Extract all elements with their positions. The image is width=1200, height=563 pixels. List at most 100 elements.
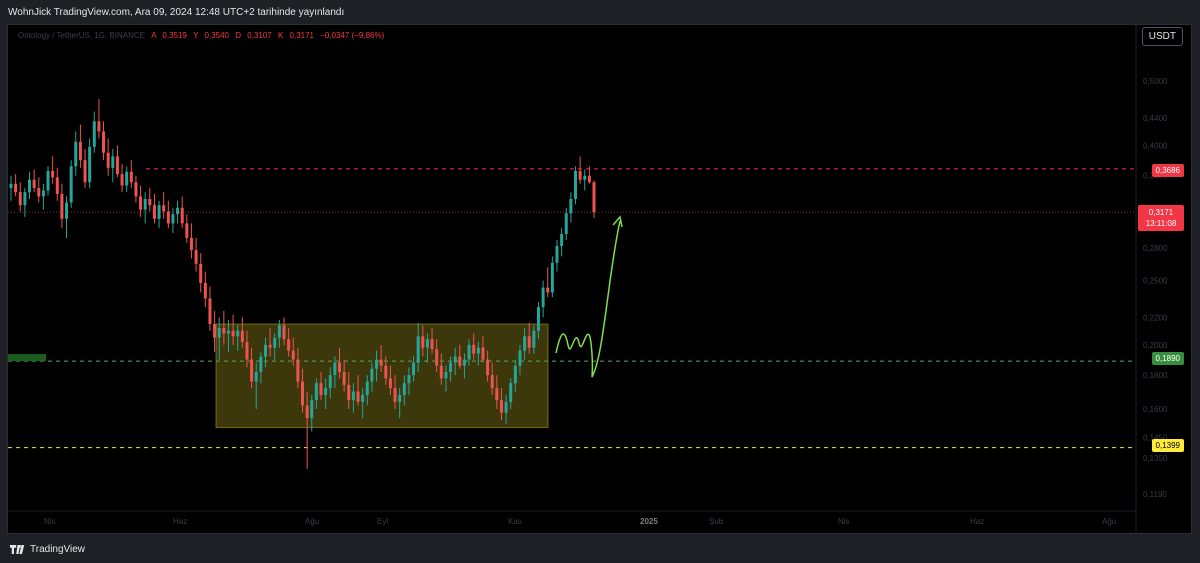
candle-body [592, 182, 596, 213]
candle-body [28, 179, 32, 193]
high-label: Y [193, 31, 199, 40]
candle-body [328, 375, 332, 389]
candle-body [518, 350, 522, 366]
candle-body [435, 349, 439, 366]
y-tick-label: 0,4000 [1143, 141, 1168, 150]
candle-body [361, 394, 365, 402]
y-tick-label: 0,1450 [1143, 433, 1168, 442]
candle-body [324, 388, 328, 395]
y-tick-label: 0,2800 [1143, 244, 1168, 253]
candle-body [564, 213, 568, 234]
candle-body [143, 199, 147, 210]
open-label: A [151, 31, 157, 40]
candle-body [51, 170, 55, 178]
close-label: K [277, 31, 284, 40]
candle-body [213, 324, 217, 338]
x-tick-label: Ağu [305, 517, 319, 526]
open-value: 0,3519 [162, 31, 187, 40]
candle-body [189, 237, 193, 251]
candle-body [476, 347, 480, 354]
candle-body [504, 401, 508, 413]
candle-body [148, 199, 152, 206]
tradingview-logo[interactable]: TradingView [10, 544, 85, 555]
candle-body [83, 160, 87, 183]
candle-body [523, 336, 527, 351]
countdown: 13:11:08 [1145, 219, 1177, 228]
y-tick-label: 0,2500 [1143, 277, 1168, 286]
high-value: 0,3540 [204, 31, 229, 40]
candle-body [356, 391, 360, 402]
change-value: −0,0347 (−9,86%) [320, 31, 385, 40]
candle-body [319, 383, 323, 395]
candle-body [560, 233, 564, 246]
candle-body [78, 141, 82, 161]
candle-body [425, 339, 429, 348]
candle-body [555, 245, 559, 263]
candle-body [69, 166, 73, 203]
candle-body [365, 381, 369, 395]
y-tick-label: 0,1190 [1143, 490, 1167, 499]
candle-body [194, 250, 198, 264]
publish-info: WohnJick TradingView.com, Ara 09, 2024 1… [8, 7, 345, 18]
candle-body [495, 388, 499, 401]
candle-body [236, 330, 240, 337]
candle-body [217, 328, 221, 338]
candle-body [573, 170, 577, 200]
symbol-name: Ontology / TetherUS, 1G, BINANCE [18, 31, 146, 40]
candle-body [60, 193, 64, 219]
candlestick-chart[interactable]: 0,50000,44000,40000,36000,32000,28000,25… [8, 25, 1191, 533]
candle-body [458, 356, 462, 366]
low-level-price-tag: 0,1399 [1151, 439, 1184, 452]
candle-body [550, 262, 554, 293]
candle-body [375, 359, 379, 369]
candle-body [532, 330, 536, 348]
candle-body [291, 350, 295, 360]
candle-body [41, 190, 45, 197]
support-price-tag: 0,1890 [1151, 352, 1184, 365]
candle-body [208, 298, 212, 325]
candle-body [305, 405, 309, 419]
chart-pane[interactable]: 0,50000,44000,40000,36000,32000,28000,25… [7, 24, 1192, 534]
candle-body [134, 182, 138, 197]
brand-label: TradingView [30, 544, 86, 555]
candle-body [301, 381, 304, 406]
candle-body [569, 199, 573, 214]
projection-arrow [555, 220, 621, 378]
y-tick-label: 0,4400 [1143, 114, 1168, 123]
header-bar: WohnJick TradingView.com, Ara 09, 2024 1… [0, 0, 1200, 24]
y-tick-label: 0,2000 [1143, 341, 1168, 350]
candle-body [407, 375, 411, 384]
candle-body [92, 121, 96, 147]
candle-body [245, 341, 249, 360]
candle-body [462, 359, 466, 366]
x-tick-label: Nis [838, 517, 850, 526]
x-tick-label: Haz [970, 517, 984, 526]
candle-body [171, 214, 175, 224]
candle-body [513, 365, 517, 384]
candle-body [102, 131, 106, 153]
candle-body [199, 263, 203, 283]
candle-body [74, 141, 78, 167]
candle-body [88, 146, 92, 183]
candle-body [402, 383, 406, 395]
candle-body [222, 328, 226, 334]
footer-bar: TradingView [0, 534, 1200, 563]
candle-body [9, 183, 13, 188]
candle-body [129, 171, 133, 183]
candle-body [240, 330, 244, 342]
projection-arrowhead [612, 215, 623, 228]
y-tick-label: 0,1800 [1143, 371, 1168, 380]
candle-body [65, 202, 69, 219]
candle-body [273, 337, 277, 348]
candle-body [449, 362, 453, 372]
candle-body [18, 192, 22, 206]
currency-button[interactable]: USDT [1141, 27, 1183, 46]
candle-body [486, 359, 490, 376]
candle-body [541, 287, 545, 308]
candle-body [226, 330, 230, 334]
candle-body [583, 175, 587, 180]
candle-body [152, 205, 156, 219]
candle-body [259, 356, 263, 372]
x-tick-label: Şub [709, 517, 724, 526]
x-tick-label: Kas [508, 517, 522, 526]
